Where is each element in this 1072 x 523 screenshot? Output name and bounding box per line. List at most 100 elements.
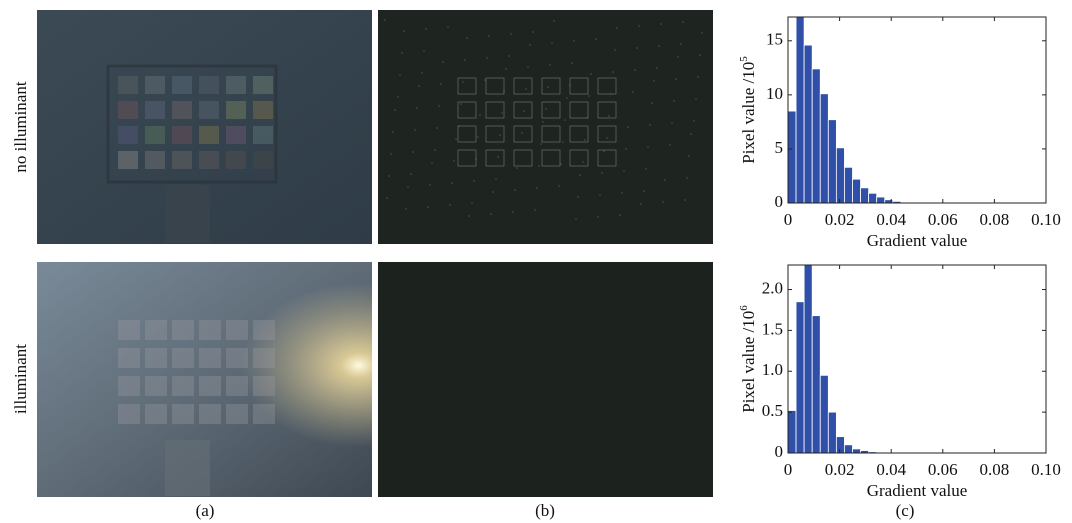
edge-speck [558, 185, 560, 187]
edge-outline [541, 125, 561, 143]
edge-speck [545, 108, 547, 110]
edge-speck [697, 76, 699, 78]
y-axis-label-exponent: 5 [738, 56, 750, 62]
x-tick-label: 0.06 [928, 210, 958, 229]
edge-speck [701, 32, 703, 34]
edge-speck [458, 125, 460, 127]
chart-patch [199, 101, 219, 119]
edge-speck [623, 170, 625, 172]
edge-speck [521, 132, 523, 134]
edge-outline [597, 125, 617, 143]
chart-patch [172, 320, 194, 340]
chart-patch [253, 76, 273, 94]
chart-patch [199, 348, 221, 368]
edge-speck [410, 173, 412, 175]
edge-speck [525, 88, 527, 90]
edge-outline [597, 77, 617, 95]
edge-speck [675, 78, 677, 80]
edge-speck [477, 136, 479, 138]
edge-speck [479, 114, 481, 116]
y-tick-label: 5 [775, 138, 784, 157]
chart-patch [172, 348, 194, 368]
x-tick-label: 0.06 [928, 460, 958, 479]
edge-outline [457, 125, 477, 143]
edge-speck [612, 71, 614, 73]
row-label: no illuminant [11, 81, 30, 172]
chart-patch [199, 376, 221, 396]
chart-patch [226, 320, 248, 340]
chart-patch [118, 101, 138, 119]
edge-speck [438, 105, 440, 107]
edge-outline [541, 149, 561, 167]
chart-patch [172, 151, 192, 169]
edge-speck [690, 133, 692, 135]
chart-patch [118, 348, 140, 368]
edge-speck [423, 50, 425, 52]
y-axis-label-text: Pixel value /10 [739, 62, 758, 164]
edge-speck [664, 179, 666, 181]
bar [787, 410, 797, 454]
edge-speck [429, 184, 431, 186]
chart-patch [172, 101, 192, 119]
chart-patch [145, 126, 165, 144]
bar [835, 147, 845, 204]
edge-outline [569, 149, 589, 167]
edge-outline [597, 149, 617, 167]
gradient-image [378, 10, 713, 244]
edge-speck [516, 167, 518, 169]
edge-speck [427, 206, 429, 208]
edge-speck [695, 98, 697, 100]
edge-speck [599, 194, 601, 196]
edge-speck [603, 150, 605, 152]
row-label: illuminant [11, 344, 30, 414]
bar [819, 374, 829, 454]
bar [795, 301, 805, 454]
stand [165, 440, 210, 496]
edge-speck [649, 124, 651, 126]
chart-patch [145, 101, 165, 119]
edge-speck [466, 37, 468, 39]
edge-speck [608, 115, 610, 117]
edge-speck [660, 23, 662, 25]
chart-patch [199, 151, 219, 169]
edge-speck [451, 182, 453, 184]
y-tick-label: 0 [775, 442, 784, 461]
edge-speck [582, 161, 584, 163]
chart-patch [253, 151, 273, 169]
edge-speck [584, 139, 586, 141]
edge-speck [551, 42, 553, 44]
edge-outline [569, 125, 589, 143]
edge-speck [440, 83, 442, 85]
y-tick-label: 0 [775, 192, 784, 211]
bar [803, 44, 813, 204]
edge-speck [407, 186, 409, 188]
edge-speck [425, 28, 427, 30]
edge-speck [569, 84, 571, 86]
chart-patch [145, 76, 165, 94]
bar [803, 264, 813, 454]
edge-speck [401, 52, 403, 54]
edge-speck [397, 96, 399, 98]
edge-speck [669, 144, 671, 146]
edge-speck [553, 20, 555, 22]
y-axis-label: Pixel value /105 [738, 56, 758, 164]
edge-speck [662, 201, 664, 203]
edge-speck [601, 172, 603, 174]
y-tick-label: 2.0 [762, 278, 783, 297]
edge-speck [488, 35, 490, 37]
edge-speck [651, 102, 653, 104]
chart-patch [118, 76, 138, 94]
x-tick-label: 0 [784, 210, 793, 229]
edge-speck [597, 216, 599, 218]
bar [844, 444, 853, 454]
edge-speck [512, 211, 514, 213]
edge-speck [534, 209, 536, 211]
x-tick-label: 0.02 [825, 210, 855, 229]
y-tick-label: 10 [766, 84, 783, 103]
y-tick-label: 1.5 [762, 319, 783, 338]
edge-speck [575, 218, 577, 220]
chart-patch [199, 404, 221, 424]
gradient-image [378, 262, 713, 497]
bar [860, 187, 870, 204]
